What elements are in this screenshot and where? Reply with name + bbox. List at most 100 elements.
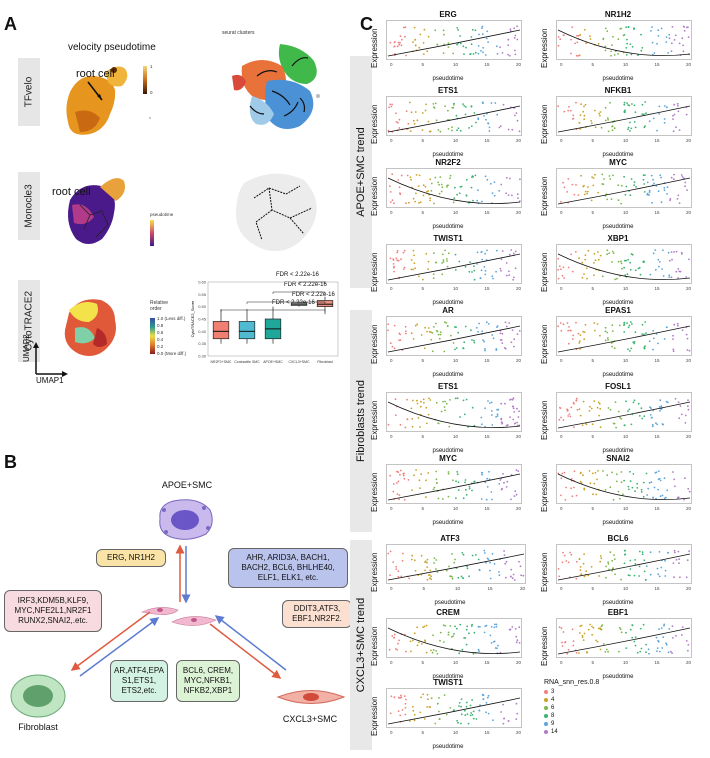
- expression-point: [446, 265, 449, 268]
- expression-point: [625, 26, 628, 29]
- expression-point: [516, 421, 518, 424]
- x-tick-label: 15: [655, 434, 661, 439]
- fdr-bracket: [272, 291, 326, 294]
- expression-point: [489, 569, 491, 572]
- expression-point: [487, 694, 490, 697]
- plot-frame: [556, 316, 692, 356]
- expression-point: [675, 558, 678, 561]
- x-tick-label: 5: [592, 286, 595, 291]
- gene-y-label: Expression: [370, 472, 379, 512]
- central-cells-icon: [141, 607, 217, 626]
- expression-point: [673, 113, 676, 116]
- expression-point: [501, 332, 504, 335]
- expression-point: [573, 193, 576, 196]
- expression-point: [465, 46, 467, 49]
- expression-point: [604, 651, 607, 653]
- expression-point: [426, 561, 428, 564]
- expression-point: [567, 178, 570, 180]
- expression-point: [398, 186, 401, 189]
- expression-point: [404, 706, 407, 709]
- expression-point: [688, 550, 690, 552]
- expression-point: [672, 130, 675, 133]
- expression-point: [652, 178, 654, 181]
- expression-point: [389, 550, 392, 553]
- expression-point: [572, 114, 575, 117]
- umap-x-label: UMAP1: [36, 376, 64, 385]
- expression-point: [587, 186, 589, 188]
- expression-point: [575, 397, 578, 400]
- expression-point: [644, 174, 646, 176]
- legend-dot: [544, 706, 548, 710]
- expression-point: [611, 129, 614, 132]
- expression-point: [444, 249, 446, 252]
- expression-point: [459, 42, 462, 45]
- expression-point: [629, 470, 631, 473]
- expression-point: [457, 331, 460, 334]
- expression-point: [509, 28, 512, 31]
- expression-point: [439, 130, 442, 133]
- expression-point: [392, 561, 395, 563]
- expression-point: [611, 567, 614, 570]
- expression-point: [601, 183, 604, 185]
- expression-point: [478, 33, 480, 36]
- expression-point: [421, 112, 424, 114]
- expression-point: [390, 695, 393, 698]
- expression-point: [394, 398, 397, 401]
- expression-point: [579, 480, 582, 483]
- expression-point: [508, 54, 511, 57]
- expression-point: [483, 552, 486, 554]
- boxplot-y-tick: 0.35: [198, 341, 207, 346]
- expression-point: [396, 249, 399, 252]
- expression-point: [426, 706, 428, 708]
- expression-point: [681, 329, 684, 331]
- expression-point: [495, 270, 497, 273]
- expression-point: [511, 577, 514, 580]
- expression-point: [660, 627, 663, 629]
- expression-point: [650, 407, 652, 409]
- expression-point: [629, 130, 631, 132]
- expression-point: [645, 565, 648, 567]
- gene-x-label: pseudotime: [434, 600, 466, 606]
- expression-point: [604, 489, 607, 491]
- expression-point: [673, 251, 675, 253]
- expression-point: [646, 181, 649, 184]
- expression-point: [570, 52, 572, 55]
- expression-point: [642, 481, 645, 484]
- expression-point: [478, 568, 481, 571]
- expression-point: [606, 331, 609, 334]
- plot-frame: [386, 688, 522, 728]
- expression-point: [502, 473, 504, 475]
- expression-point: [600, 628, 603, 631]
- expression-point: [644, 101, 647, 103]
- x-tick-label: 20: [516, 286, 522, 291]
- expression-point: [672, 637, 674, 639]
- expression-point: [666, 193, 668, 195]
- expression-point: [643, 570, 646, 573]
- expression-point: [454, 326, 456, 328]
- expression-point: [503, 717, 506, 720]
- x-tick-label: 20: [686, 358, 692, 363]
- expression-point: [641, 333, 644, 335]
- expression-point: [667, 52, 669, 54]
- x-tick-label: 5: [592, 506, 595, 511]
- expression-point: [663, 121, 666, 124]
- legend-label: 9: [551, 721, 555, 727]
- expression-point: [432, 488, 435, 491]
- expression-point: [511, 405, 514, 408]
- expression-point: [640, 49, 643, 52]
- expression-point: [593, 400, 596, 402]
- cyto-legend-bottom: 0.0 (More diff.): [157, 351, 187, 356]
- expression-point: [590, 122, 593, 125]
- expression-point: [427, 190, 430, 192]
- expression-point: [628, 324, 631, 327]
- expression-point: [648, 482, 651, 484]
- expression-point: [557, 257, 560, 260]
- expression-point: [622, 493, 624, 496]
- expression-point: [677, 194, 680, 197]
- expression-point: [637, 54, 639, 57]
- expression-point: [659, 174, 662, 177]
- gene-y-label: Expression: [370, 400, 379, 440]
- expression-point: [471, 175, 474, 178]
- expression-point: [661, 268, 663, 270]
- expression-point: [594, 109, 596, 112]
